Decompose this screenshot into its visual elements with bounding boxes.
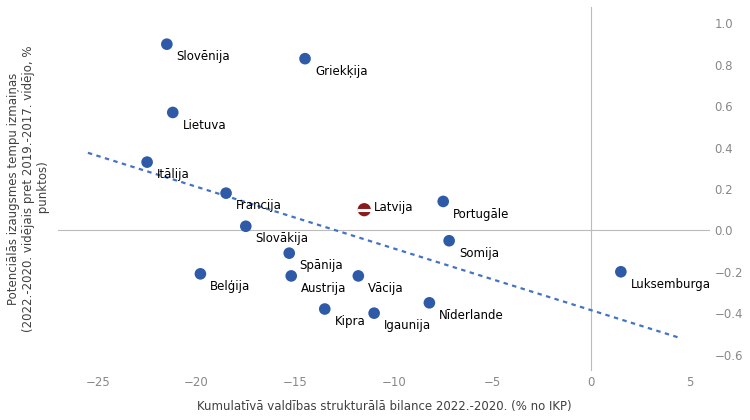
- Text: Igaunija: Igaunija: [384, 319, 431, 332]
- Point: [194, 270, 206, 277]
- Point: [443, 237, 455, 244]
- Point: [166, 109, 178, 116]
- Point: [240, 223, 252, 230]
- Text: Luksemburga: Luksemburga: [631, 278, 711, 291]
- Point: [220, 190, 232, 197]
- X-axis label: Kumulatīvā valdības strukturālā bilance 2022.-2020. (% no IKP): Kumulatīvā valdības strukturālā bilance …: [196, 400, 572, 413]
- Text: Lietuva: Lietuva: [183, 119, 226, 131]
- Text: Vācija: Vācija: [368, 282, 404, 295]
- Text: Spānija: Spānija: [299, 260, 343, 272]
- Y-axis label: Potenciālās izaugsmes tempu izmaiņas
(2022.-2020. vidējais pret 2019.-2017. vidē: Potenciālās izaugsmes tempu izmaiņas (20…: [7, 46, 50, 332]
- Text: Latvija: Latvija: [374, 202, 413, 215]
- Point: [319, 306, 331, 312]
- Text: Griekķija: Griekķija: [315, 65, 368, 78]
- Text: Austrija: Austrija: [301, 282, 346, 295]
- Text: Slovēnija: Slovēnija: [177, 50, 230, 63]
- Point: [437, 198, 449, 205]
- Text: Portugāle: Portugāle: [453, 207, 509, 220]
- Text: Nīderlande: Nīderlande: [440, 309, 504, 322]
- Point: [352, 273, 364, 279]
- Text: Francija: Francija: [236, 200, 282, 213]
- Text: Itālija: Itālija: [157, 168, 190, 181]
- Point: [285, 273, 297, 279]
- Point: [424, 299, 436, 306]
- Point: [615, 268, 627, 275]
- Text: Slovākija: Slovākija: [256, 232, 309, 245]
- Point: [299, 55, 311, 62]
- Text: Belģija: Belģija: [210, 280, 251, 293]
- Text: Somija: Somija: [459, 247, 499, 260]
- Point: [141, 159, 153, 165]
- Point: [358, 206, 370, 213]
- Point: [284, 250, 296, 257]
- Text: Kipra: Kipra: [334, 315, 365, 328]
- Point: [160, 41, 172, 47]
- Point: [368, 310, 380, 317]
